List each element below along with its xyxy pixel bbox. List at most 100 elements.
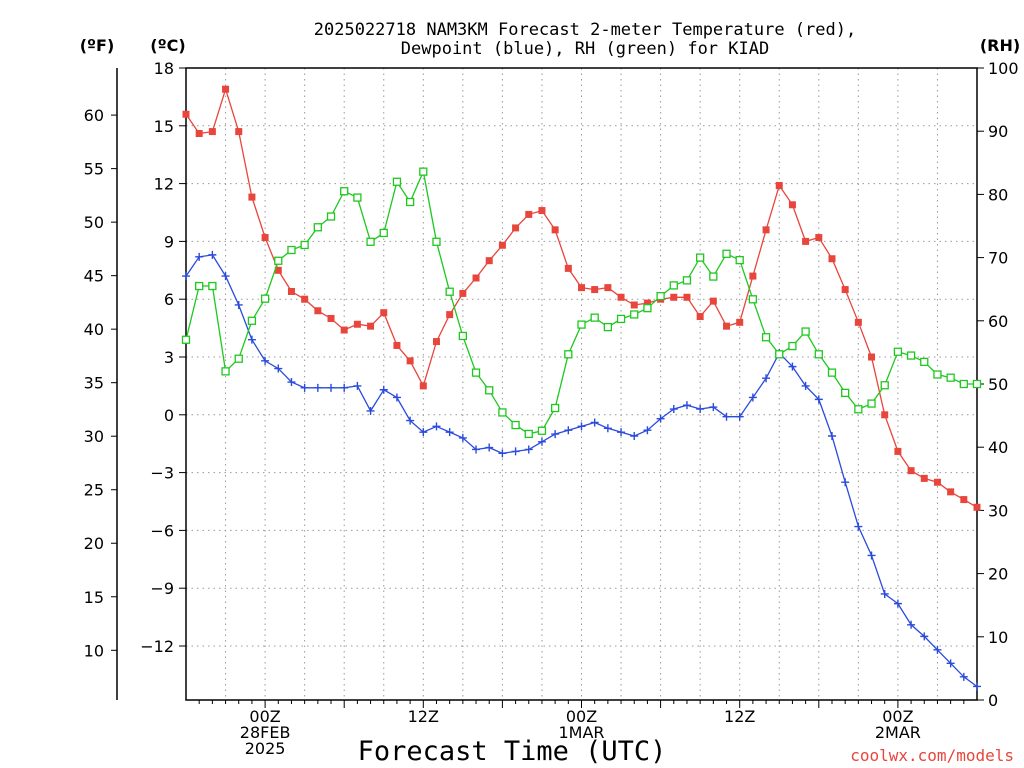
rh-point bbox=[366, 237, 375, 246]
x-tick-label: 12Z bbox=[408, 707, 439, 726]
dewpoint-point bbox=[247, 335, 256, 344]
temperature-point bbox=[525, 210, 533, 218]
temperature-point bbox=[960, 496, 968, 504]
dewpoint-point bbox=[274, 364, 283, 373]
temperature-point bbox=[947, 488, 955, 496]
dewpoint-point bbox=[933, 645, 942, 654]
fahrenheit-tick-label: 25 bbox=[84, 481, 104, 500]
dewpoint-point bbox=[327, 383, 336, 392]
dewpoint-point bbox=[709, 403, 718, 412]
temperature-point bbox=[301, 295, 309, 303]
dewpoint-point bbox=[973, 682, 981, 691]
dewpoint-point bbox=[854, 522, 863, 531]
rh-tick-label: 40 bbox=[988, 438, 1008, 457]
celsius-tick-label: 0 bbox=[164, 406, 174, 425]
rh-point bbox=[537, 426, 547, 435]
rh-tick-label: 0 bbox=[988, 691, 998, 710]
rh-point bbox=[669, 281, 678, 290]
temperature-point bbox=[353, 320, 361, 328]
fahrenheit-tick-label: 45 bbox=[84, 267, 104, 286]
dewpoint-point bbox=[537, 437, 546, 446]
temperature-point bbox=[788, 201, 796, 209]
temperature-point bbox=[485, 257, 493, 265]
rh-point bbox=[933, 370, 942, 379]
dewpoint-point bbox=[643, 426, 652, 435]
rh-point bbox=[696, 253, 705, 262]
fahrenheit-tick-label: 35 bbox=[84, 374, 104, 393]
x-tick-label: 2025 bbox=[245, 739, 286, 758]
dewpoint-point bbox=[801, 381, 810, 390]
temperature-point bbox=[894, 447, 902, 455]
fahrenheit-tick-label: 50 bbox=[84, 213, 104, 232]
dewpoint-point bbox=[498, 449, 507, 458]
rh-point bbox=[630, 310, 639, 319]
temperature-point bbox=[749, 272, 757, 280]
fahrenheit-tick-label: 40 bbox=[84, 320, 104, 339]
rh-point bbox=[590, 313, 599, 322]
rh-point bbox=[946, 373, 955, 382]
dewpoint-point bbox=[551, 430, 560, 439]
rh-point bbox=[260, 294, 270, 303]
dewpoint-point bbox=[406, 416, 415, 425]
temperature-point bbox=[182, 110, 190, 118]
temperature-point bbox=[222, 85, 230, 93]
rh-point bbox=[445, 287, 454, 296]
dewpoint-point bbox=[867, 551, 876, 560]
dewpoint-point bbox=[590, 418, 599, 427]
grid-lines bbox=[186, 67, 977, 700]
dewpoint-point bbox=[841, 478, 850, 487]
rh-point bbox=[643, 304, 652, 313]
rh-point bbox=[906, 351, 916, 360]
series-layer bbox=[181, 85, 982, 691]
celsius-tick-label: −3 bbox=[150, 464, 174, 483]
temperature-point bbox=[406, 357, 414, 365]
rh-point bbox=[880, 381, 889, 390]
rh-point bbox=[722, 249, 731, 258]
celsius-axis-label: (ºC) bbox=[150, 36, 185, 55]
dewpoint-point bbox=[366, 406, 375, 415]
dewpoint-point bbox=[485, 443, 494, 452]
rh-point bbox=[313, 223, 322, 232]
chart-title-line1: 2025022718 NAM3KM Forecast 2-meter Tempe… bbox=[314, 20, 856, 40]
rh-point bbox=[326, 212, 336, 221]
temperature-point bbox=[367, 322, 375, 330]
dewpoint-point bbox=[630, 431, 639, 440]
rh-point bbox=[221, 367, 230, 376]
x-tick-label: 00Z bbox=[566, 707, 597, 726]
dewpoint-point bbox=[472, 445, 481, 454]
temperature-point bbox=[709, 297, 717, 305]
rh-point bbox=[208, 281, 217, 291]
rh-point bbox=[471, 368, 481, 377]
dewpoint-point bbox=[788, 362, 797, 371]
dewpoint-point bbox=[419, 428, 428, 437]
temperature-point bbox=[419, 382, 427, 390]
x-tick-label: 00Z bbox=[249, 707, 280, 726]
temperature-point bbox=[380, 309, 388, 317]
dewpoint-point bbox=[234, 300, 243, 309]
rh-point bbox=[458, 331, 468, 341]
dewpoint-point bbox=[735, 412, 744, 421]
rh-point bbox=[498, 408, 507, 417]
rh-point bbox=[405, 197, 415, 207]
temperature-point bbox=[208, 128, 216, 136]
rh-point bbox=[577, 320, 586, 329]
rh-point bbox=[854, 405, 863, 414]
fahrenheit-tick-label: 20 bbox=[84, 534, 104, 553]
dewpoint-point bbox=[893, 599, 902, 608]
fahrenheit-tick-label: 60 bbox=[84, 106, 104, 125]
temperature-point bbox=[538, 207, 546, 215]
rh-point bbox=[287, 245, 296, 255]
rh-point bbox=[274, 256, 283, 265]
dewpoint-point bbox=[432, 422, 441, 431]
rh-point bbox=[788, 341, 797, 351]
rh-point bbox=[353, 193, 362, 202]
fahrenheit-tick-label: 10 bbox=[84, 641, 104, 660]
dewpoint-point bbox=[392, 393, 401, 402]
rh-tick-label: 20 bbox=[988, 565, 1008, 584]
temperature-point bbox=[881, 411, 889, 419]
rh-point bbox=[432, 237, 441, 246]
dewpoint-point bbox=[827, 431, 836, 440]
temperature-point bbox=[604, 284, 612, 292]
fahrenheit-tick-label: 30 bbox=[84, 427, 104, 446]
